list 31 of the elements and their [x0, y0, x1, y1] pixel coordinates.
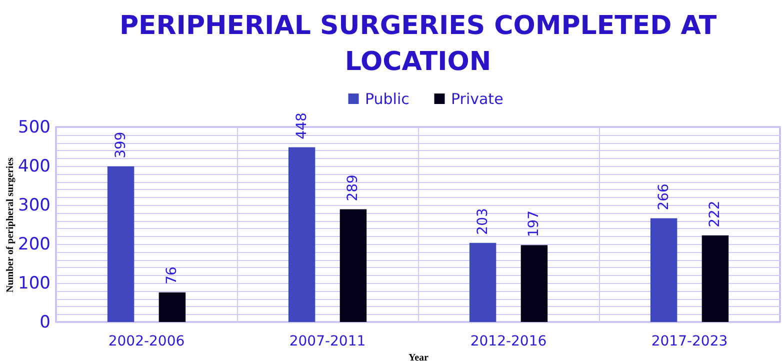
y-tick-label: 100: [18, 274, 50, 294]
data-label: 289: [345, 174, 362, 202]
x-tick-label: 2007-2011: [289, 334, 366, 350]
bar: [702, 235, 729, 322]
bar: [158, 292, 186, 322]
chart-title: PERIPHERIAL SURGERIES COMPLETED AT LOCATION: [119, 11, 717, 77]
y-axis-title: Number of peripheral surgeries: [5, 157, 16, 293]
data-label: 266: [656, 183, 672, 210]
legend-label: Private: [451, 90, 504, 108]
data-label: 203: [474, 208, 491, 235]
bar: [469, 242, 496, 322]
x-tick-label: 2002-2006: [108, 334, 185, 350]
bar: [340, 209, 367, 322]
y-tick-label: 0: [40, 312, 50, 332]
x-tick-label: 2012-2016: [470, 334, 547, 350]
y-tick-label: 300: [18, 196, 50, 216]
bar: [520, 245, 548, 322]
y-tick-label: 500: [18, 118, 50, 138]
data-label: 448: [294, 112, 310, 140]
y-tick-label: 200: [18, 234, 50, 254]
data-label: 399: [112, 132, 129, 158]
x-axis-title: Year: [408, 352, 430, 361]
data-label: 76: [164, 266, 180, 284]
legend-label: Public: [365, 90, 410, 108]
bar: [288, 147, 316, 322]
bar: [107, 166, 134, 322]
data-label: 197: [526, 210, 542, 238]
y-tick-label: 400: [18, 156, 50, 176]
x-tick-label: 2017-2023: [651, 334, 728, 350]
bar: [650, 218, 678, 322]
data-label: 222: [707, 200, 724, 228]
